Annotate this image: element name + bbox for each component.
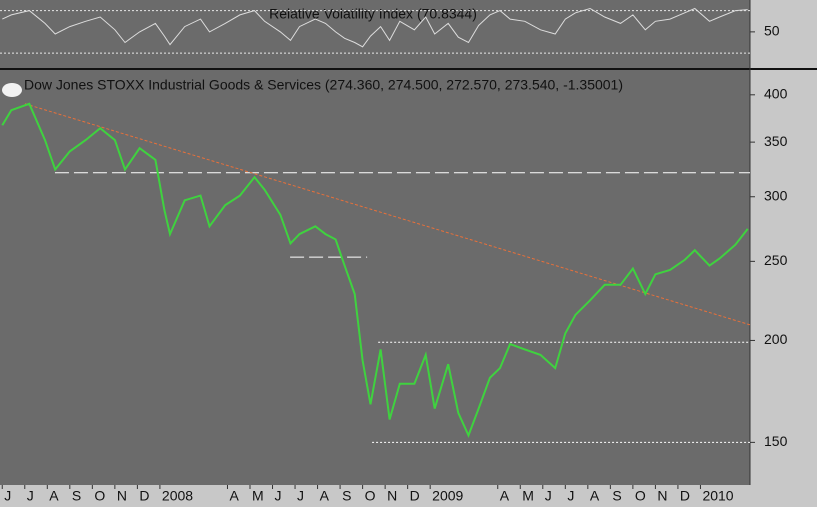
x-tick-label: A: [320, 488, 330, 504]
rvi-panel: [0, 0, 750, 68]
x-tick-label: J: [275, 488, 282, 504]
y-tick-label: 250: [764, 252, 788, 268]
x-tick-label: 2008: [162, 488, 193, 504]
x-tick-label: J: [567, 488, 574, 504]
x-tick-label: A: [229, 488, 239, 504]
x-tick-label: N: [387, 488, 397, 504]
x-tick-label: N: [117, 488, 127, 504]
x-tick-label: 2010: [702, 488, 733, 504]
x-tick-label: J: [27, 488, 34, 504]
x-tick-label: A: [590, 488, 600, 504]
y-tick-label: 50: [764, 23, 780, 39]
x-tick-label: J: [297, 488, 304, 504]
y-tick-label: 200: [764, 331, 788, 347]
y-tick-label: 150: [764, 433, 788, 449]
logo: [2, 83, 22, 97]
x-tick-label: M: [522, 488, 534, 504]
chart-title: Dow Jones STOXX Industrial Goods & Servi…: [24, 77, 623, 93]
x-tick-label: A: [49, 488, 59, 504]
x-tick-label: D: [680, 488, 690, 504]
x-tick-label: O: [94, 488, 105, 504]
x-tick-label: O: [635, 488, 646, 504]
y-tick-label: 400: [764, 86, 788, 102]
x-tick-label: A: [500, 488, 510, 504]
x-tick-label: O: [365, 488, 376, 504]
x-tick-label: J: [4, 488, 11, 504]
y-tick-label: 300: [764, 187, 788, 203]
series-line: [2, 7, 748, 48]
x-tick-label: D: [139, 488, 149, 504]
x-tick-label: M: [252, 488, 264, 504]
x-tick-label: S: [72, 488, 81, 504]
x-tick-label: 2009: [432, 488, 463, 504]
x-tick-label: D: [410, 488, 420, 504]
trendline: [24, 103, 751, 326]
x-tick-label: J: [545, 488, 552, 504]
x-tick-label: S: [342, 488, 351, 504]
y-tick-label: 350: [764, 133, 788, 149]
rvi-title: Relative Volatility Index (70.8344): [269, 6, 477, 22]
x-tick-label: N: [657, 488, 667, 504]
x-tick-label: S: [612, 488, 621, 504]
series-line: [1, 102, 749, 439]
